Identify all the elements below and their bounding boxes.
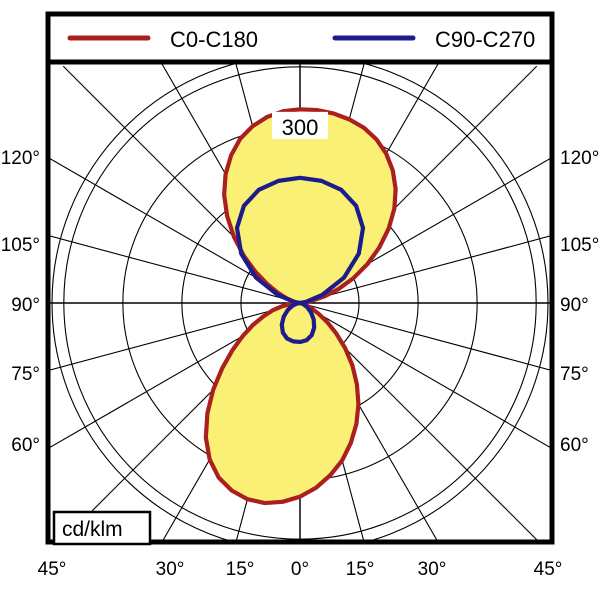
units-badge-box bbox=[52, 510, 152, 546]
units-badge: cd/klm bbox=[52, 510, 152, 546]
axis-label-right-0: 120° bbox=[560, 148, 599, 169]
axis-label-bottom-5: 30° bbox=[418, 559, 447, 580]
axis-label-bottom-0: 45° bbox=[38, 559, 67, 580]
axis-labels: 120° 105° 90° 75° 60° 120° 105° 90° 75° 60° 45° 30°… bbox=[1, 148, 600, 580]
axis-label-bottom-1: 30° bbox=[156, 559, 185, 580]
curve-layer bbox=[203, 107, 398, 506]
series-curve-1 bbox=[234, 175, 366, 345]
axis-label-left-4: 60° bbox=[11, 435, 40, 456]
axis-label-bottom-3: 0° bbox=[291, 559, 309, 580]
axis-label-left-1: 105° bbox=[1, 235, 40, 256]
axis-label-bottom-4: 15° bbox=[346, 559, 375, 580]
axis-label-right-1: 105° bbox=[560, 235, 599, 256]
axis-label-bottom-2: 15° bbox=[226, 559, 255, 580]
axis-label-left-2: 90° bbox=[11, 295, 40, 316]
axis-label-left-3: 75° bbox=[11, 364, 40, 385]
radial-ring-label: 300 bbox=[272, 111, 328, 140]
legend-item-c0-c180[interactable]: C0-C180 bbox=[67, 27, 258, 52]
legend-label-1: C90-C270 bbox=[435, 27, 535, 52]
axis-label-right-2: 90° bbox=[560, 295, 589, 316]
axis-label-right-4: 60° bbox=[560, 435, 589, 456]
radial-label-text: 300 bbox=[282, 115, 319, 140]
units-badge-label: cd/klm bbox=[62, 518, 123, 541]
legend-item-c90-c270[interactable]: C90-C270 bbox=[332, 27, 535, 52]
axis-label-left-0: 120° bbox=[1, 148, 40, 169]
axis-label-bottom-6: 45° bbox=[534, 559, 563, 580]
chart-legend: C0-C180 C90-C270 bbox=[45, 11, 555, 65]
radial-label-backdrop bbox=[272, 111, 328, 139]
axis-label-right-3: 75° bbox=[560, 364, 589, 385]
legend-label-0: C0-C180 bbox=[170, 27, 258, 52]
series-fill-0 bbox=[205, 109, 396, 504]
